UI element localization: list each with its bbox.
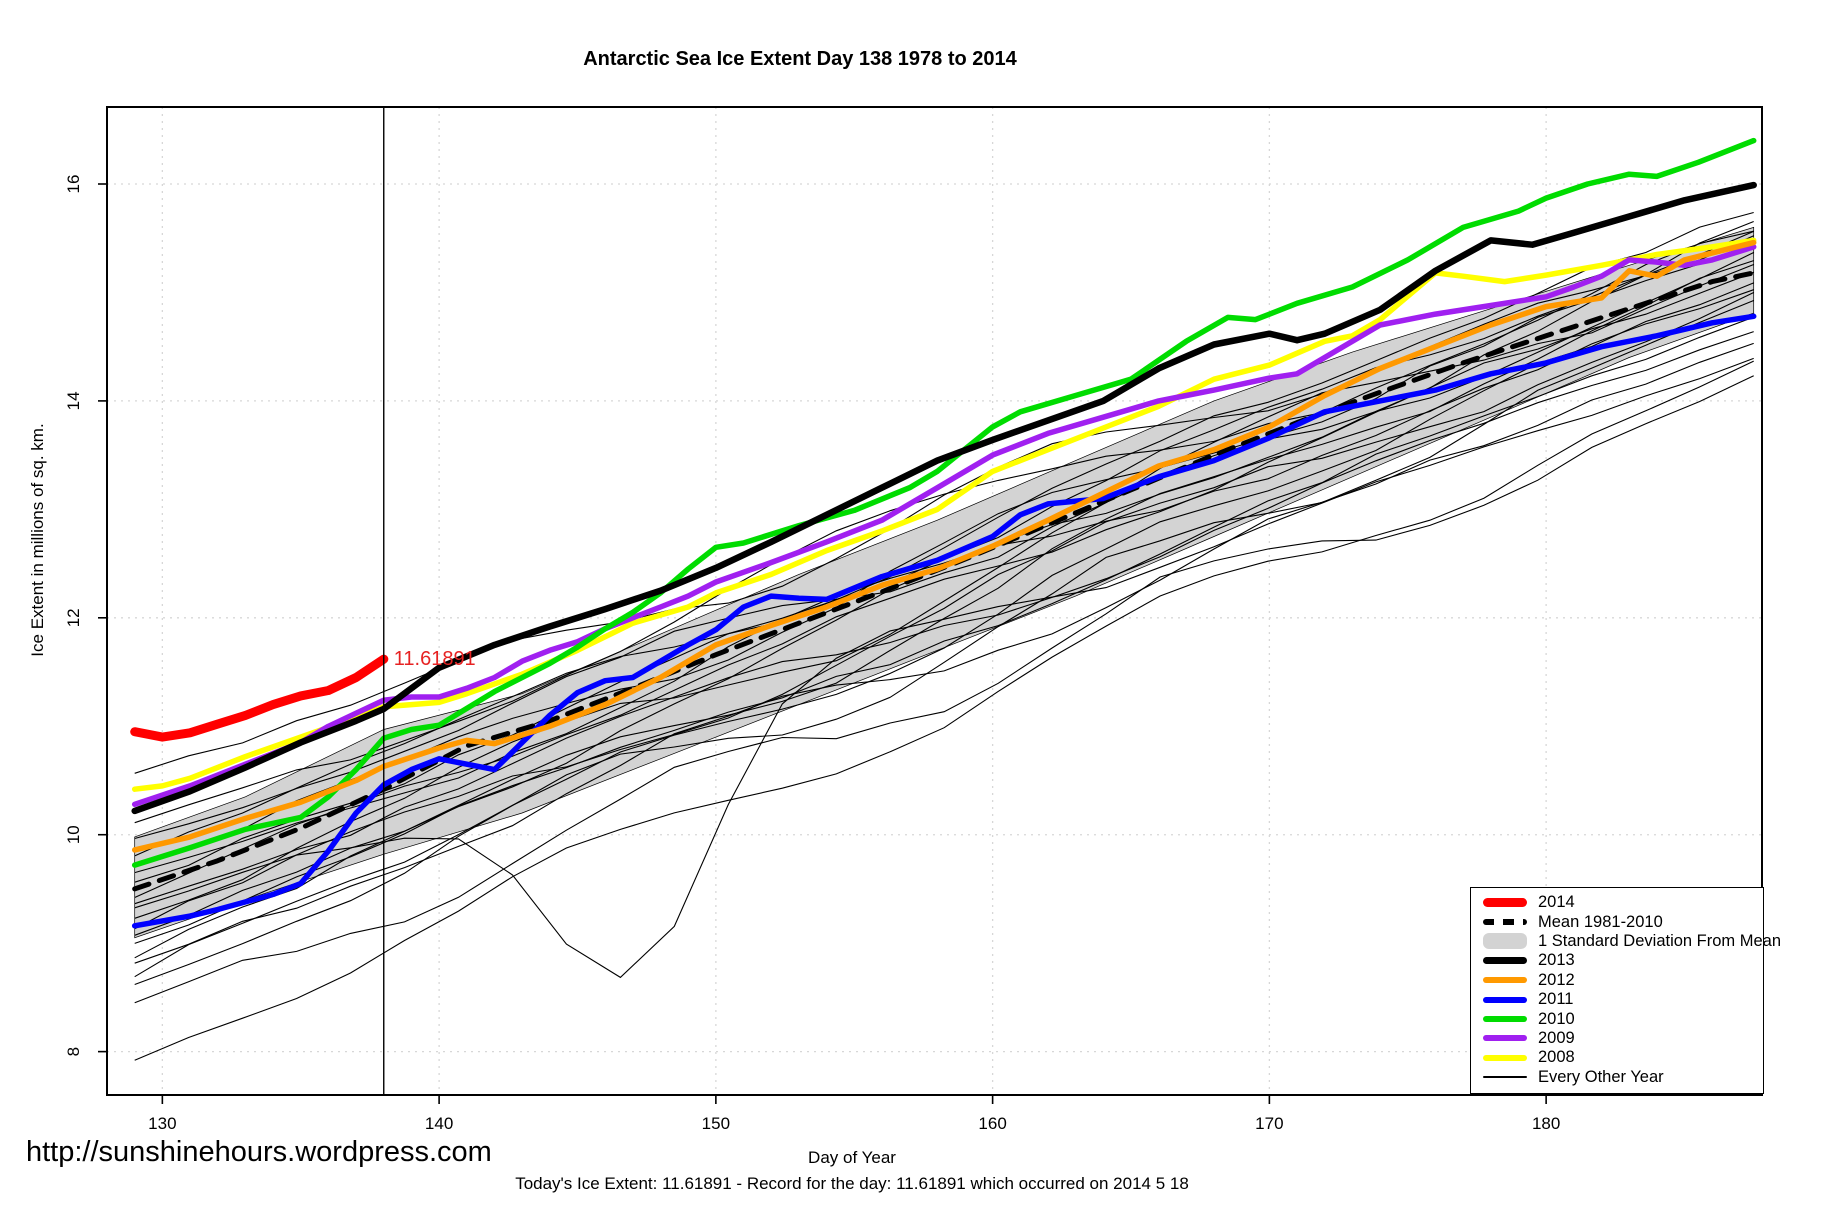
every-other-year-line [134,342,1754,964]
every-other-year-line [134,316,1754,944]
series-line-2011 [131,313,1757,929]
x-tick-label: 170 [1255,1114,1283,1133]
legend-entry: 2010 [1471,1009,1763,1028]
every-other-year-lines [134,211,1754,1061]
legend-label: Mean 1981-2010 [1538,912,1663,931]
legend-label: 2009 [1538,1028,1575,1047]
legend-label: 2010 [1538,1009,1575,1028]
every-other-year-line [134,211,1754,857]
footer-status-line: Today's Ice Extent: 11.61891 - Record fo… [515,1174,1189,1193]
legend-swatch [1483,977,1527,984]
legend-label: Every Other Year [1538,1067,1664,1086]
every-other-year-line [134,360,1754,1061]
every-other-year-line [134,282,1754,978]
y-tick-label: 14 [64,391,83,410]
legend: 2014 Mean 1981-2010 1 Standard Deviation F… [1470,887,1781,1094]
legend-entry: 2009 [1471,1029,1763,1048]
legend-swatch [1483,1035,1527,1042]
series-line-2012 [131,239,1757,853]
legend-swatch [1483,1016,1527,1023]
y-axis-label: Ice Extent in millions of sq. km. [28,423,47,657]
every-other-year-line [134,263,1754,840]
every-other-year-line [134,292,1754,930]
legend-label: 2012 [1538,970,1575,989]
y-tick-label: 12 [64,608,83,627]
legend-entry: 2011 [1471,990,1763,1009]
axes-frame: 130 140 150 160 170 180 8 10 12 14 16 [64,106,1763,1133]
every-other-year-line [134,331,1754,905]
x-tick-label: 160 [978,1114,1006,1133]
x-tick-label: 140 [425,1114,453,1133]
series-line-2013 [131,181,1757,815]
x-tick-label: 180 [1532,1114,1560,1133]
legend-swatch [1483,957,1527,965]
legend-entry: 1 Standard Deviation From Mean [1471,932,1781,951]
legend-swatch [1483,919,1527,926]
legend-label: 1 Standard Deviation From Mean [1538,931,1782,950]
y-tick-label: 10 [64,825,83,844]
legend-entry: Every Other Year [1471,1068,1763,1087]
legend-swatch [1483,898,1527,908]
legend-label: 2014 [1538,893,1575,912]
x-tick-label: 150 [702,1114,730,1133]
y-tick-label: 8 [64,1047,83,1056]
legend-entry: Mean 1981-2010 [1471,912,1763,931]
every-other-year-line [134,357,1754,979]
every-other-year-line [134,230,1754,824]
series-line-2014 [130,654,389,742]
year-series-lines [130,137,1757,929]
watermark-url: http://sunshinehours.wordpress.com [26,1136,492,1168]
legend-entry: 2012 [1471,971,1763,990]
legend-label: 2011 [1538,990,1574,1009]
legend-label: 2013 [1538,951,1575,970]
series-line-2009 [131,244,1757,808]
every-other-year-line [134,271,1754,899]
legend-entry: 2014 [1471,893,1763,912]
legend-label: 2008 [1538,1048,1575,1067]
x-tick-label: 130 [148,1114,176,1133]
legend-swatch [1483,1054,1527,1061]
every-other-year-line [134,299,1754,986]
every-other-year-line [134,235,1754,774]
every-other-year-line [134,375,1754,1004]
legend-swatch [1483,1076,1527,1078]
chart-title: Antarctic Sea Ice Extent Day 138 1978 to… [583,48,1017,70]
y-tick-label: 16 [64,175,83,194]
current-value-annotation: 11.61891 [393,648,476,671]
every-other-year-line [134,289,1754,874]
legend-swatch [1483,996,1527,1003]
x-axis-label: Day of Year [808,1148,896,1167]
legend-swatch [1483,933,1527,950]
std-deviation-band [134,226,1755,939]
series-line-2010 [131,137,1757,868]
legend-entry: 2008 [1471,1048,1763,1067]
legend-entry: 2013 [1471,951,1763,970]
